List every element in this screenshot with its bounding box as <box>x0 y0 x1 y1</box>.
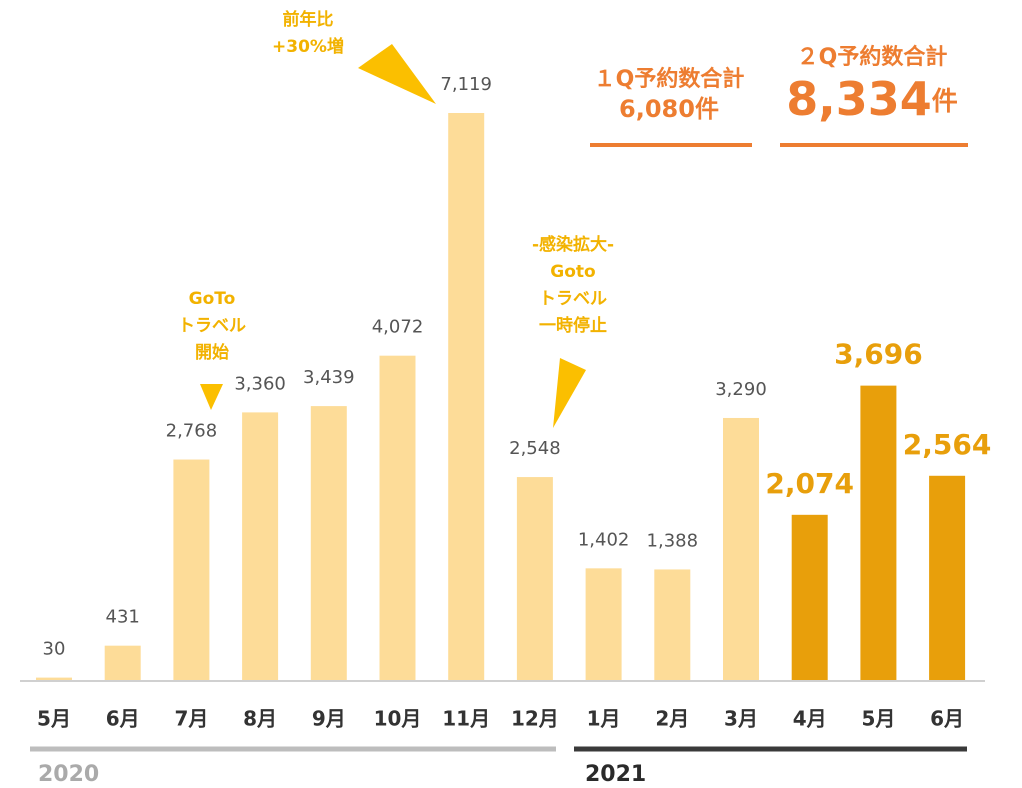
value-label: 2,548 <box>509 438 561 459</box>
value-label: 3,360 <box>234 373 286 394</box>
value-label: 3,696 <box>834 338 923 371</box>
x-tick-label: 9月 <box>312 707 346 731</box>
bar <box>516 477 553 680</box>
bar <box>104 645 141 680</box>
x-tick-label: 10月 <box>374 707 422 731</box>
bar <box>36 677 72 680</box>
summary-label: ２Q予約数合計 <box>797 44 948 70</box>
value-label: 1,402 <box>578 529 630 550</box>
x-tick-label: 11月 <box>442 707 490 731</box>
x-tick-label: 5月 <box>37 707 71 731</box>
bar <box>860 385 897 680</box>
annotation: トラベル <box>539 289 607 309</box>
bar <box>791 514 828 680</box>
x-tick-label: 4月 <box>793 707 827 731</box>
summary-value: 6,080件 <box>619 95 719 123</box>
value-label: 30 <box>43 639 66 660</box>
annotation-arrow <box>358 44 436 104</box>
annotation: 開始 <box>195 342 229 363</box>
annotation: -感染拡大- <box>532 234 614 255</box>
x-tick-label: 1月 <box>587 707 621 731</box>
bar <box>310 406 347 680</box>
annotation-arrow <box>553 358 586 428</box>
x-tick-label: 6月 <box>930 707 964 731</box>
annotation: トラベル <box>178 316 246 336</box>
annotation: +30%増 <box>272 36 344 57</box>
value-label: 2,768 <box>166 421 218 442</box>
summary-label: １Q予約数合計 <box>594 66 745 92</box>
value-label: 2,074 <box>765 467 854 500</box>
bar <box>173 459 210 680</box>
year-label: 2020 <box>38 762 99 787</box>
summary-number: 8,334 <box>786 72 932 126</box>
value-label: 1,388 <box>647 530 699 551</box>
annotation-arrow <box>200 384 223 410</box>
x-tick-label: 3月 <box>724 707 758 731</box>
bar <box>723 417 759 680</box>
summary-unit: 件 <box>932 87 958 117</box>
annotation: Goto <box>550 262 595 282</box>
summary-unit: 件 <box>695 95 719 123</box>
value-label: 431 <box>106 607 140 628</box>
value-label: 3,439 <box>303 367 355 388</box>
annotation: 一時停止 <box>539 315 607 336</box>
year-label: 2021 <box>585 762 646 787</box>
summary-value: 8,334件 <box>786 72 958 126</box>
annotation: 前年比 <box>283 9 334 30</box>
bar <box>242 412 279 680</box>
value-label: 4,072 <box>372 317 424 338</box>
x-tick-label: 2月 <box>655 707 689 731</box>
bar <box>585 568 622 680</box>
bar <box>448 113 485 680</box>
x-tick-label: 6月 <box>106 707 140 731</box>
summary-number: 6,080 <box>619 95 695 123</box>
x-tick-label: 12月 <box>511 707 559 731</box>
bar <box>379 355 416 680</box>
annotation: GoTo <box>189 289 236 309</box>
x-tick-label: 5月 <box>861 707 895 731</box>
bar <box>654 569 691 680</box>
value-label: 2,564 <box>903 428 992 461</box>
x-tick-label: 7月 <box>174 707 208 731</box>
x-tick-label: 8月 <box>243 707 277 731</box>
bar <box>929 475 966 680</box>
value-label: 3,290 <box>715 379 767 400</box>
value-label: 7,119 <box>440 74 492 95</box>
